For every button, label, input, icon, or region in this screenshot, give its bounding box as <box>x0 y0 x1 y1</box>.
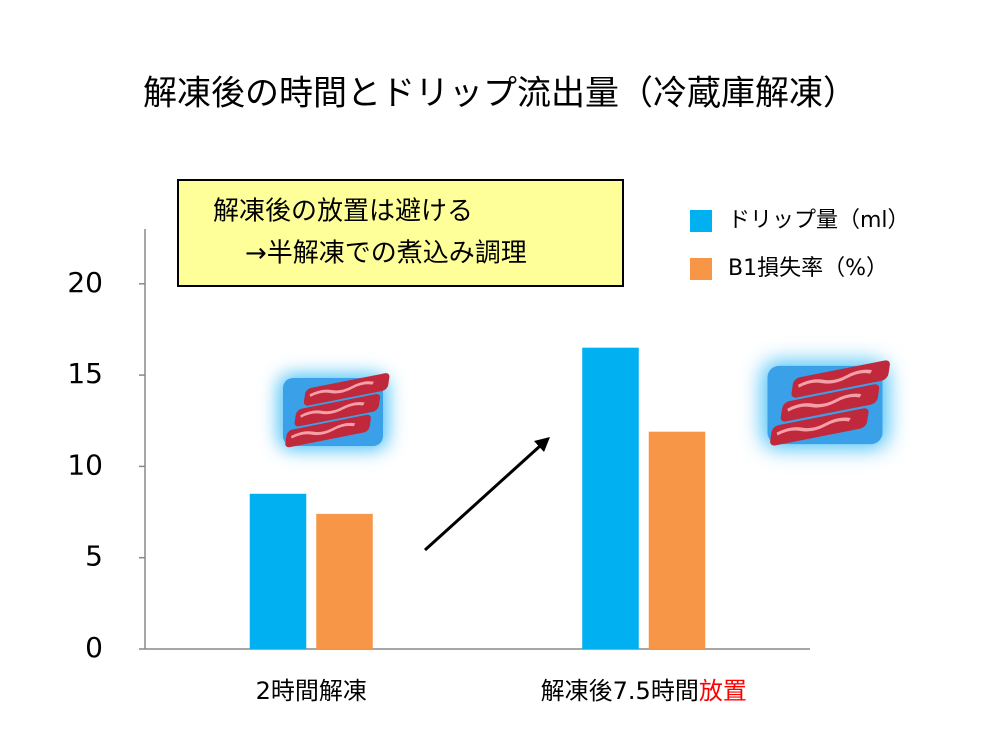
annotation-box <box>177 179 624 287</box>
legend-swatch <box>690 258 712 280</box>
legend-label: B1損失率（%） <box>728 256 888 281</box>
meat-image <box>762 359 891 448</box>
bar <box>249 493 307 649</box>
chart-title: 解凍後の時間とドリップ流出量（冷蔵庫解凍） <box>143 74 857 114</box>
y-tick-label: 5 <box>85 540 103 573</box>
bar <box>648 431 706 649</box>
x-tick-label: 解凍後7.5時間放置 <box>541 677 747 705</box>
legend-label: ドリップ量（ml） <box>728 208 910 233</box>
arrow <box>423 444 542 552</box>
y-tick-label: 15 <box>67 357 103 390</box>
y-tick-label: 10 <box>67 448 103 481</box>
bar <box>582 347 639 649</box>
y-tick-label: 0 <box>85 631 103 664</box>
arrow-head <box>534 437 550 452</box>
y-tick-label: 20 <box>67 266 103 299</box>
legend-swatch <box>690 210 712 232</box>
bar <box>316 513 373 649</box>
x-tick-label: 2時間解凍 <box>256 677 367 705</box>
meat-image <box>278 372 390 450</box>
annotation: →半解凍での煮込み調理 <box>245 239 527 269</box>
annotation: 解凍後の放置は避ける <box>213 197 473 227</box>
